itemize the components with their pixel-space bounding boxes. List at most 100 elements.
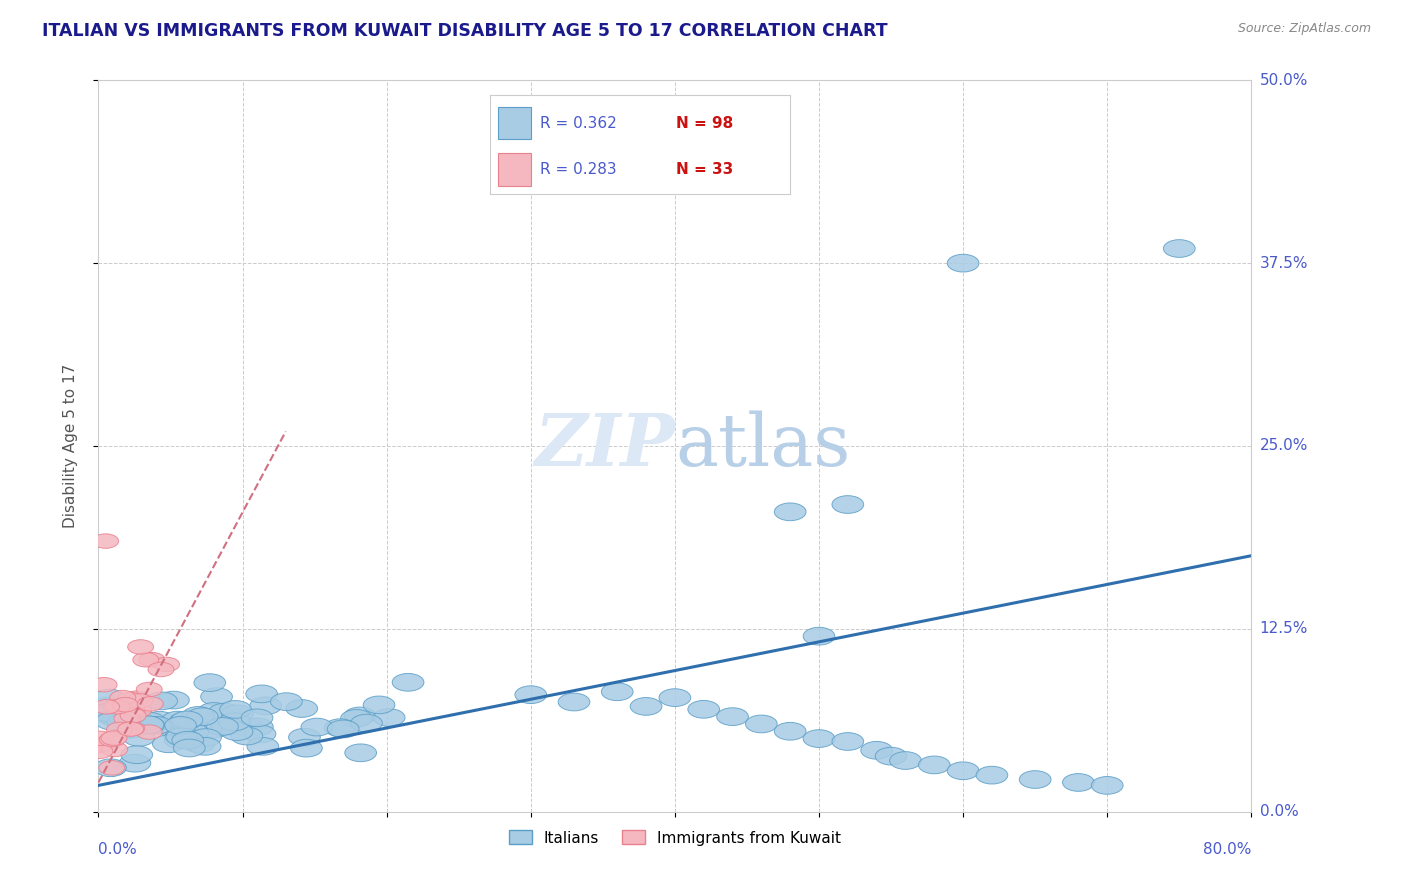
Text: 50.0%: 50.0% [1260, 73, 1308, 87]
Ellipse shape [291, 739, 322, 757]
Ellipse shape [157, 691, 190, 709]
Ellipse shape [948, 254, 979, 272]
Ellipse shape [177, 723, 208, 741]
Ellipse shape [875, 747, 907, 765]
Ellipse shape [129, 714, 162, 731]
Ellipse shape [1019, 771, 1052, 789]
Ellipse shape [132, 716, 165, 733]
Ellipse shape [120, 755, 150, 772]
Ellipse shape [121, 746, 153, 764]
Text: 37.5%: 37.5% [1260, 256, 1308, 270]
Ellipse shape [702, 159, 734, 177]
Ellipse shape [344, 744, 377, 762]
Ellipse shape [221, 723, 253, 740]
Ellipse shape [169, 713, 201, 730]
Ellipse shape [112, 698, 138, 712]
Ellipse shape [242, 718, 273, 736]
Ellipse shape [93, 533, 118, 549]
Ellipse shape [211, 717, 243, 735]
Ellipse shape [328, 720, 359, 738]
Ellipse shape [250, 697, 281, 714]
Ellipse shape [91, 677, 117, 692]
Text: 25.0%: 25.0% [1260, 439, 1308, 453]
Ellipse shape [775, 503, 806, 521]
Ellipse shape [115, 721, 146, 738]
Ellipse shape [125, 703, 152, 717]
Ellipse shape [976, 766, 1008, 784]
Text: ITALIAN VS IMMIGRANTS FROM KUWAIT DISABILITY AGE 5 TO 17 CORRELATION CHART: ITALIAN VS IMMIGRANTS FROM KUWAIT DISABI… [42, 22, 887, 40]
Ellipse shape [219, 700, 252, 718]
Ellipse shape [90, 737, 115, 751]
Ellipse shape [139, 652, 165, 667]
Ellipse shape [301, 718, 333, 736]
Ellipse shape [918, 756, 950, 773]
Ellipse shape [1091, 777, 1123, 794]
Ellipse shape [515, 686, 547, 704]
Ellipse shape [340, 709, 373, 727]
Ellipse shape [832, 496, 863, 514]
Ellipse shape [1163, 240, 1195, 258]
Ellipse shape [246, 685, 277, 703]
Ellipse shape [114, 712, 139, 726]
Legend: Italians, Immigrants from Kuwait: Italians, Immigrants from Kuwait [502, 824, 848, 852]
Ellipse shape [148, 662, 174, 677]
Ellipse shape [101, 742, 128, 756]
Ellipse shape [110, 712, 142, 730]
Ellipse shape [91, 704, 124, 722]
Ellipse shape [118, 722, 145, 736]
Y-axis label: Disability Age 5 to 17: Disability Age 5 to 17 [63, 364, 77, 528]
Ellipse shape [344, 707, 375, 725]
Ellipse shape [146, 692, 177, 710]
Ellipse shape [948, 762, 979, 780]
Ellipse shape [860, 741, 893, 759]
Ellipse shape [890, 752, 921, 770]
Ellipse shape [163, 725, 194, 742]
Ellipse shape [201, 688, 232, 706]
Ellipse shape [141, 716, 173, 734]
Ellipse shape [165, 727, 197, 745]
Ellipse shape [190, 729, 221, 747]
Ellipse shape [98, 761, 125, 775]
Ellipse shape [187, 708, 218, 725]
Ellipse shape [87, 739, 112, 753]
Ellipse shape [198, 720, 229, 738]
Ellipse shape [100, 732, 125, 747]
Ellipse shape [105, 699, 132, 714]
Ellipse shape [688, 700, 720, 718]
Ellipse shape [247, 738, 278, 756]
Ellipse shape [100, 709, 131, 726]
Ellipse shape [93, 698, 125, 714]
Ellipse shape [233, 719, 264, 737]
Ellipse shape [120, 708, 146, 723]
Ellipse shape [110, 690, 136, 705]
Ellipse shape [173, 739, 205, 756]
Ellipse shape [162, 711, 194, 729]
Ellipse shape [153, 657, 180, 672]
Ellipse shape [374, 709, 405, 726]
Ellipse shape [745, 715, 778, 733]
Ellipse shape [1063, 773, 1094, 791]
Ellipse shape [127, 694, 153, 708]
Ellipse shape [832, 732, 863, 750]
Ellipse shape [124, 691, 149, 706]
Ellipse shape [94, 759, 127, 777]
Ellipse shape [94, 690, 125, 706]
Ellipse shape [152, 735, 184, 753]
Ellipse shape [183, 706, 214, 724]
Ellipse shape [717, 707, 748, 725]
Ellipse shape [198, 703, 229, 720]
Ellipse shape [363, 696, 395, 714]
Ellipse shape [231, 727, 263, 745]
Ellipse shape [165, 731, 195, 748]
Ellipse shape [117, 692, 143, 706]
Ellipse shape [207, 717, 239, 735]
Ellipse shape [183, 735, 215, 753]
Ellipse shape [128, 640, 153, 654]
Ellipse shape [325, 719, 356, 737]
Ellipse shape [222, 705, 253, 723]
Ellipse shape [134, 713, 166, 730]
Ellipse shape [87, 744, 112, 758]
Ellipse shape [245, 725, 276, 743]
Ellipse shape [285, 699, 318, 717]
Ellipse shape [630, 698, 662, 715]
